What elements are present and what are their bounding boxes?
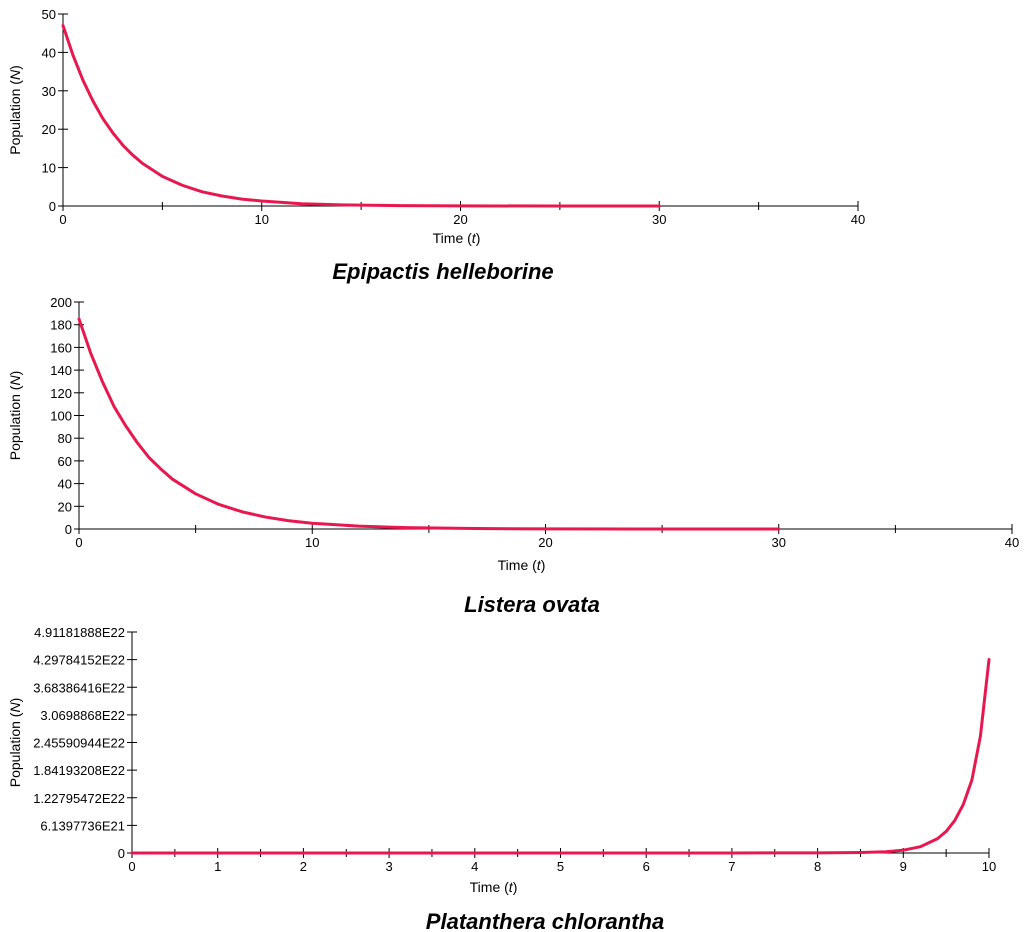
y-axis-label-prefix: Population (: [7, 80, 23, 155]
y-tick-label: 4.91181888E22: [34, 625, 125, 640]
y-tick-label: 40: [42, 45, 56, 60]
chart-title: Listera ovata: [464, 592, 600, 617]
x-tick-label: 5: [557, 859, 564, 874]
x-axis-label: Time (t): [470, 879, 518, 895]
y-axis-label-variable: N: [7, 375, 23, 386]
x-axis-label-suffix: ): [513, 879, 518, 895]
y-axis-label: Population (N): [7, 698, 23, 788]
y-tick-label: 20: [42, 122, 56, 137]
x-tick-label: 7: [728, 859, 735, 874]
chart-title: Platanthera chlorantha: [426, 909, 664, 932]
y-tick-label: 160: [50, 340, 72, 355]
y-tick-label: 0: [65, 522, 72, 537]
y-tick-label: 2.45590944E22: [33, 736, 125, 751]
chart-title: Epipactis helleborine: [332, 259, 553, 284]
y-tick-label: 180: [50, 318, 72, 333]
x-axis-label: Time (t): [433, 230, 481, 246]
x-tick-label: 30: [772, 535, 786, 550]
x-tick-label: 10: [982, 859, 996, 874]
x-tick-label: 9: [900, 859, 907, 874]
y-tick-label: 80: [58, 431, 72, 446]
y-tick-label: 1.84193208E22: [33, 763, 125, 778]
y-axis-label: Population (N): [7, 371, 23, 461]
y-axis-label-variable: N: [7, 702, 23, 713]
series-line: [77, 317, 781, 531]
x-tick-label: 10: [305, 535, 319, 550]
y-axis-label-prefix: Population (: [7, 712, 23, 787]
chart-listera-ovata: 0 20 40 60 80 100 120 140 160 180 200 0 10 20 30 40 Time…: [7, 295, 1019, 617]
y-tick-label: 3.68386416E22: [33, 680, 125, 695]
y-axis-label-suffix: ): [7, 698, 23, 703]
x-axis-label-variable: t: [537, 557, 542, 573]
x-tick-label: 10: [255, 212, 269, 227]
x-tick-label: 6: [643, 859, 650, 874]
y-tick-label: 10: [42, 161, 56, 176]
x-axis-label-suffix: ): [476, 230, 481, 246]
x-axis-label-suffix: ): [541, 557, 546, 573]
x-axis-label-prefix: Time (: [498, 557, 537, 573]
y-tick-label: 20: [58, 499, 72, 514]
y-tick-label: 140: [50, 363, 72, 378]
x-tick-label: 4: [471, 859, 478, 874]
y-tick-label: 0: [118, 846, 125, 861]
y-tick-label: 100: [50, 409, 72, 424]
y-tick-label: 40: [58, 477, 72, 492]
x-tick-label: 30: [652, 212, 666, 227]
x-axis-label-prefix: Time (: [433, 230, 472, 246]
x-tick-label: 40: [1005, 535, 1019, 550]
y-tick-label: 120: [50, 386, 72, 401]
y-tick-label: 1.22795472E22: [33, 791, 125, 806]
x-axis-label-prefix: Time (: [470, 879, 509, 895]
y-tick-label: 3.0698868E22: [40, 708, 125, 723]
y-tick-label: 200: [50, 295, 72, 310]
y-tick-label: 4.29784152E22: [33, 653, 125, 668]
x-tick-label: 0: [75, 535, 82, 550]
x-axis-label: Time (t): [498, 557, 546, 573]
series-line: [130, 658, 991, 855]
y-axis-label-variable: N: [7, 69, 23, 80]
x-tick-label: 0: [59, 212, 66, 227]
x-tick-label: 40: [851, 212, 865, 227]
chart-platanthera-chlorantha: 0 6.1397736E21 1.22795472E22 1.84193208E22 2…: [7, 625, 996, 932]
y-axis-label-suffix: ): [7, 371, 23, 376]
y-axis-label-prefix: Population (: [7, 385, 23, 460]
y-tick-label: 0: [49, 199, 56, 214]
y-tick-label: 50: [42, 7, 56, 22]
y-axis-label: Population (N): [7, 65, 23, 155]
series-line: [61, 24, 661, 208]
y-tick-label: 60: [58, 454, 72, 469]
x-axis-label-variable: t: [509, 879, 514, 895]
x-tick-label: 20: [453, 212, 467, 227]
y-tick-label: 30: [42, 84, 56, 99]
x-tick-label: 2: [300, 859, 307, 874]
x-tick-label: 3: [385, 859, 392, 874]
x-tick-label: 20: [538, 535, 552, 550]
x-tick-label: 8: [814, 859, 821, 874]
y-axis-label-suffix: ): [7, 65, 23, 70]
x-tick-label: 0: [128, 859, 135, 874]
x-tick-label: 1: [214, 859, 221, 874]
x-axis-label-variable: t: [472, 230, 477, 246]
y-tick-label: 6.1397736E21: [40, 818, 125, 833]
